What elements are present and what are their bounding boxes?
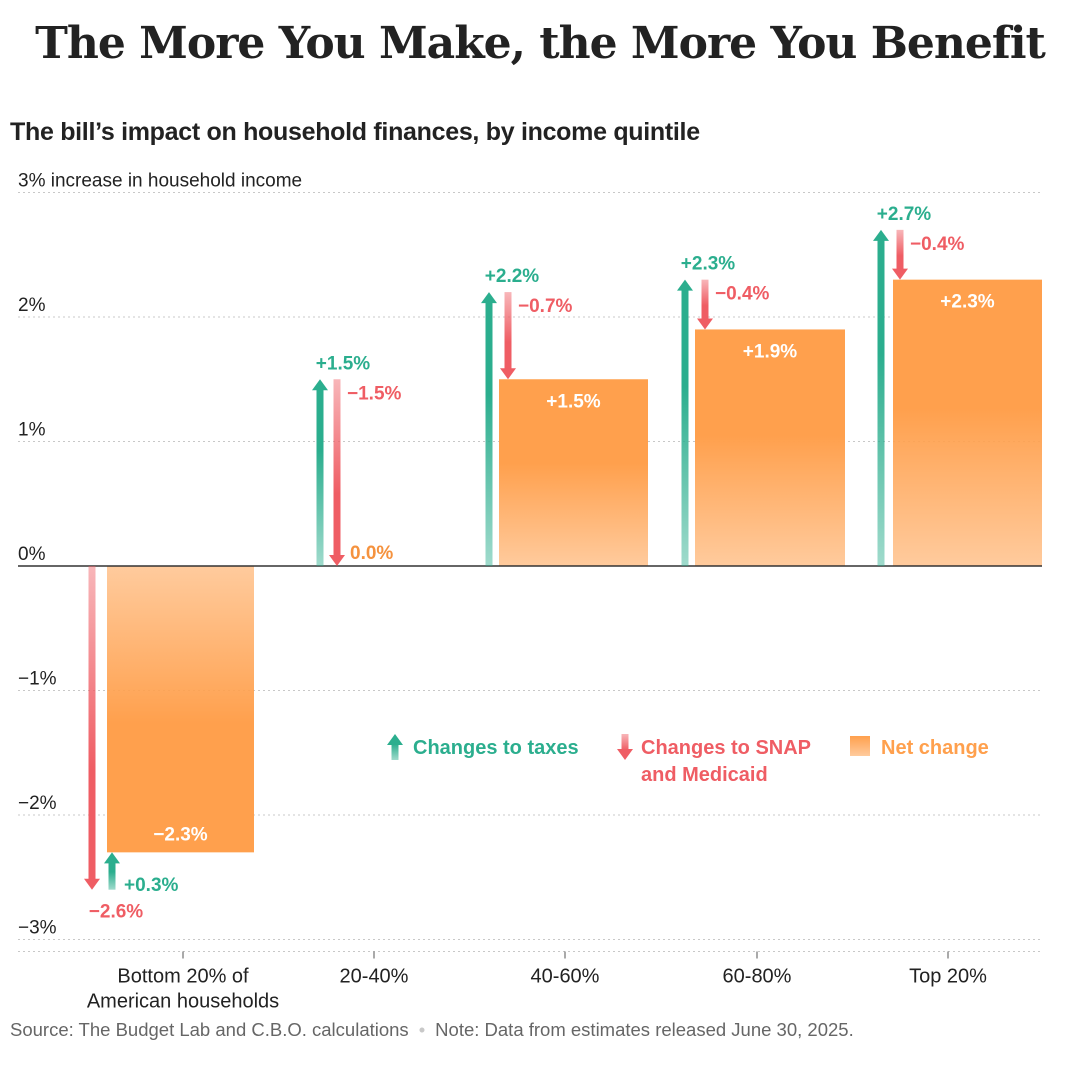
net-change-bar bbox=[893, 279, 1042, 566]
y-tick-label: −1% bbox=[18, 669, 57, 690]
x-category-label: 60-80% bbox=[723, 966, 792, 988]
tax-change-arrow bbox=[873, 229, 889, 566]
source-note: Source: The Budget Lab and C.B.O. calcul… bbox=[10, 1019, 409, 1040]
data-note: Note: Data from estimates released June … bbox=[435, 1019, 854, 1040]
net-value-label: 0.0% bbox=[350, 543, 393, 564]
chart-subtitle: The bill’s impact on household finances,… bbox=[10, 118, 700, 146]
snap-value-label: −2.6% bbox=[89, 902, 144, 923]
footer: Source: The Budget Lab and C.B.O. calcul… bbox=[10, 1019, 854, 1041]
legend-net-swatch-icon bbox=[850, 736, 870, 756]
y-tick-label: 1% bbox=[18, 420, 46, 441]
net-change-bar bbox=[499, 379, 648, 566]
x-category-label: American households bbox=[87, 991, 279, 1013]
snap-medicaid-change-arrow bbox=[329, 379, 345, 566]
tax-value-label: +0.3% bbox=[124, 875, 179, 896]
tax-change-arrow bbox=[312, 379, 328, 566]
x-category-label: Bottom 20% of bbox=[117, 966, 249, 988]
y-tick-label: 0% bbox=[18, 544, 46, 565]
y-tick-label: −3% bbox=[18, 918, 57, 939]
legend-snap-label: and Medicaid bbox=[641, 764, 768, 786]
snap-medicaid-change-arrow bbox=[500, 292, 516, 380]
snap-medicaid-change-arrow bbox=[84, 566, 100, 890]
legend: Changes to taxes Changes to SNAP and Medic… bbox=[413, 736, 989, 786]
y-tick-label: 2% bbox=[18, 295, 46, 316]
snap-value-label: −1.5% bbox=[347, 383, 402, 404]
net-value-label: +1.9% bbox=[743, 341, 798, 362]
tax-value-label: +1.5% bbox=[316, 353, 371, 374]
separator-dot: • bbox=[418, 1019, 426, 1040]
tax-value-label: +2.7% bbox=[877, 204, 932, 225]
legend-tax-arrow-icon bbox=[387, 734, 403, 760]
net-value-label: +2.3% bbox=[940, 292, 995, 313]
snap-medicaid-change-arrow bbox=[892, 229, 908, 280]
tax-value-label: +2.2% bbox=[485, 266, 540, 287]
x-category-label: Top 20% bbox=[909, 966, 987, 988]
chart-title: The More You Make, the More You Benefit bbox=[35, 18, 1046, 69]
snap-value-label: −0.4% bbox=[910, 234, 965, 255]
snap-medicaid-change-arrow bbox=[697, 279, 713, 330]
net-change-bar bbox=[107, 566, 254, 853]
x-category-label: 40-60% bbox=[531, 966, 600, 988]
snap-value-label: −0.4% bbox=[715, 284, 770, 305]
tax-change-arrow bbox=[104, 852, 120, 890]
legend-taxes-label: Changes to taxes bbox=[413, 737, 579, 759]
x-category-label: 20-40% bbox=[340, 966, 409, 988]
net-change-bar bbox=[695, 329, 845, 566]
snap-value-label: −0.7% bbox=[518, 296, 573, 317]
net-value-label: +1.5% bbox=[546, 391, 601, 412]
tax-change-arrow bbox=[481, 292, 497, 566]
tax-change-arrow bbox=[677, 279, 693, 566]
legend-snap-arrow-icon bbox=[617, 734, 633, 760]
legend-net-label: Net change bbox=[881, 737, 989, 759]
net-value-label: −2.3% bbox=[153, 824, 208, 845]
tax-value-label: +2.3% bbox=[681, 254, 736, 275]
y-tick-label: −2% bbox=[18, 793, 57, 814]
legend-snap-label: Changes to SNAP bbox=[641, 737, 811, 759]
y-tick-label: 3% increase in household income bbox=[18, 171, 302, 192]
